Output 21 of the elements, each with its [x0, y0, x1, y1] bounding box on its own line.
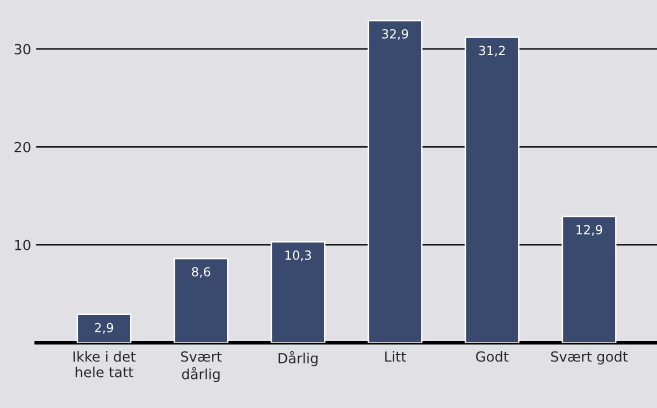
x-tick-label: Svært dårlig — [181, 351, 222, 382]
y-tick-label: 10 — [15, 240, 30, 250]
x-tick-label: Svært godt — [551, 351, 628, 364]
x-tick-label: Dårlig — [278, 351, 318, 366]
bar — [368, 20, 422, 343]
bar — [76, 314, 132, 343]
bar — [464, 36, 520, 343]
bar — [174, 258, 228, 343]
data-label: 32,9 — [382, 29, 408, 40]
x-tick-label: Litt — [385, 351, 406, 362]
bar — [562, 216, 616, 343]
y-tick-label: 30 — [14, 44, 30, 54]
y-tick-label: 20 — [14, 142, 30, 152]
data-label: 10,3 — [286, 250, 311, 262]
x-tick-label: Godt — [476, 351, 509, 362]
data-label: 2,9 — [95, 322, 114, 334]
x-tick-label: Ikke i det hele tatt — [74, 351, 136, 378]
data-label: 8,6 — [192, 267, 210, 278]
bar — [270, 241, 326, 343]
data-label: 12,9 — [576, 224, 602, 236]
data-label: 31,2 — [479, 46, 505, 56]
